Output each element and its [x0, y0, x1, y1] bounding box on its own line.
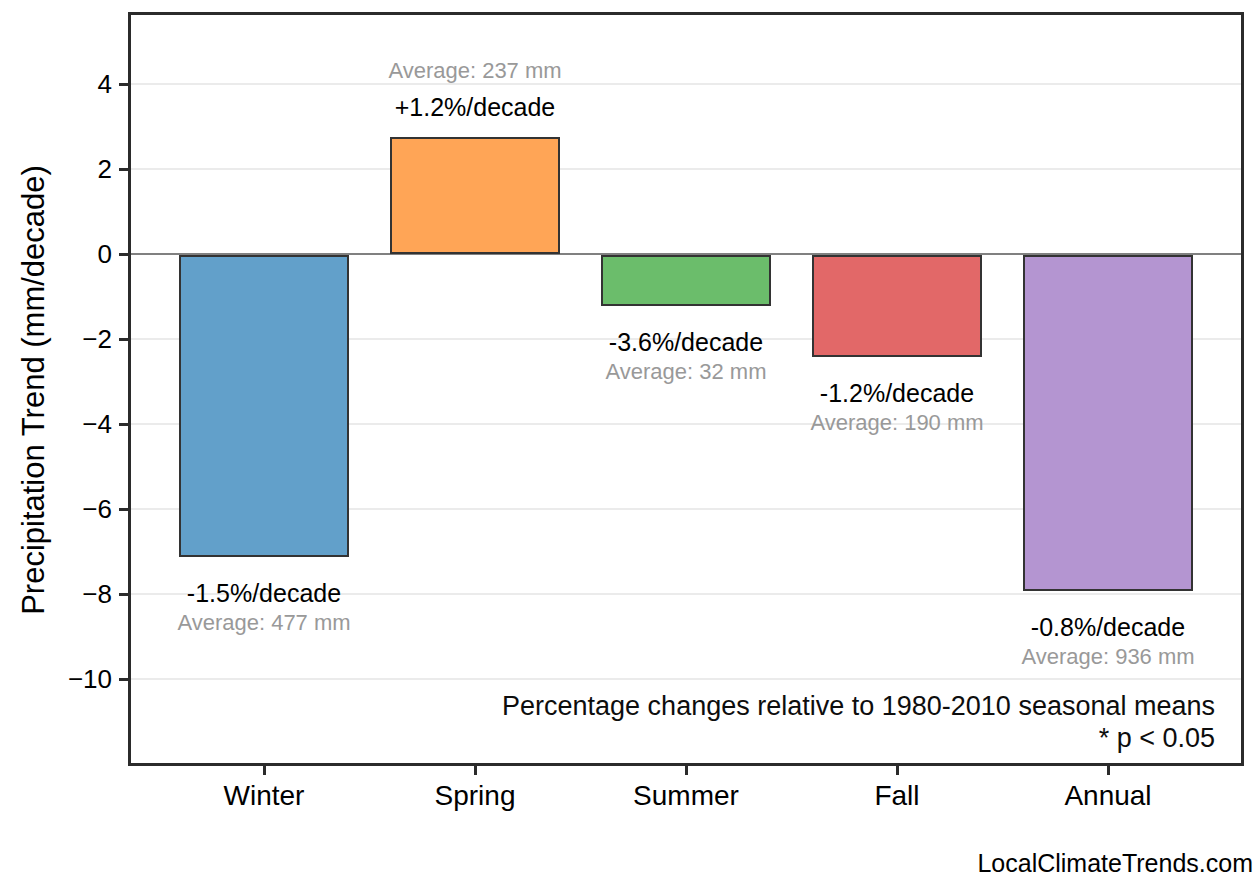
x-tick-mark [474, 766, 477, 775]
x-tick-mark [263, 766, 266, 775]
bar-pct-label-annual: -0.8%/decade [948, 612, 1258, 641]
y-tick-label: 4 [28, 69, 112, 100]
bar-avg-label-annual: Average: 936 mm [948, 644, 1258, 670]
x-tick-label-annual: Annual [998, 780, 1218, 812]
y-tick-mark [119, 508, 128, 511]
x-tick-label-spring: Spring [365, 780, 585, 812]
annotation-note: Percentage changes relative to 1980-2010… [502, 691, 1215, 722]
bar-pct-label-spring: +1.2%/decade [315, 93, 635, 122]
bar-summer [601, 255, 771, 306]
bar-winter [179, 255, 349, 557]
bar-pct-label-summer: -3.6%/decade [526, 328, 846, 357]
bar-avg-label-winter: Average: 477 mm [104, 610, 424, 636]
x-tick-label-fall: Fall [787, 780, 1007, 812]
y-tick-mark [119, 83, 128, 86]
annotation-significance: * p < 0.05 [1099, 723, 1215, 754]
bar-avg-label-spring: Average: 237 mm [315, 58, 635, 84]
bar-fall [812, 255, 982, 357]
x-tick-mark [685, 766, 688, 775]
x-tick-mark [1107, 766, 1110, 775]
bar-pct-label-fall: -1.2%/decade [737, 379, 1057, 408]
x-tick-label-winter: Winter [154, 780, 374, 812]
x-tick-mark [896, 766, 899, 775]
y-tick-label: −10 [28, 664, 112, 695]
x-tick-label-summer: Summer [576, 780, 796, 812]
bar-annual [1023, 255, 1193, 591]
y-tick-label: −2 [28, 324, 112, 355]
y-tick-mark [119, 678, 128, 681]
bar-avg-label-fall: Average: 190 mm [737, 410, 1057, 436]
y-tick-mark [119, 338, 128, 341]
figure-canvas: Precipitation Trend (mm/decade) -1.5%/de… [0, 0, 1258, 893]
y-gridline [131, 168, 1241, 170]
y-axis-title: Precipitation Trend (mm/decade) [16, 165, 52, 615]
y-tick-mark [119, 253, 128, 256]
y-tick-label: 0 [28, 239, 112, 270]
y-tick-label: −6 [28, 494, 112, 525]
watermark-text: LocalClimateTrends.com [977, 849, 1253, 878]
y-gridline [131, 83, 1241, 85]
y-tick-label: 2 [28, 154, 112, 185]
bar-spring [390, 137, 560, 254]
plot-area: -1.5%/decadeAverage: 477 mm+1.2%/decadeA… [128, 12, 1244, 766]
y-gridline [131, 678, 1241, 680]
y-tick-mark [119, 593, 128, 596]
y-tick-label: −4 [28, 409, 112, 440]
bar-pct-label-winter: -1.5%/decade [104, 578, 424, 607]
y-tick-label: −8 [28, 579, 112, 610]
y-tick-mark [119, 423, 128, 426]
y-tick-mark [119, 168, 128, 171]
